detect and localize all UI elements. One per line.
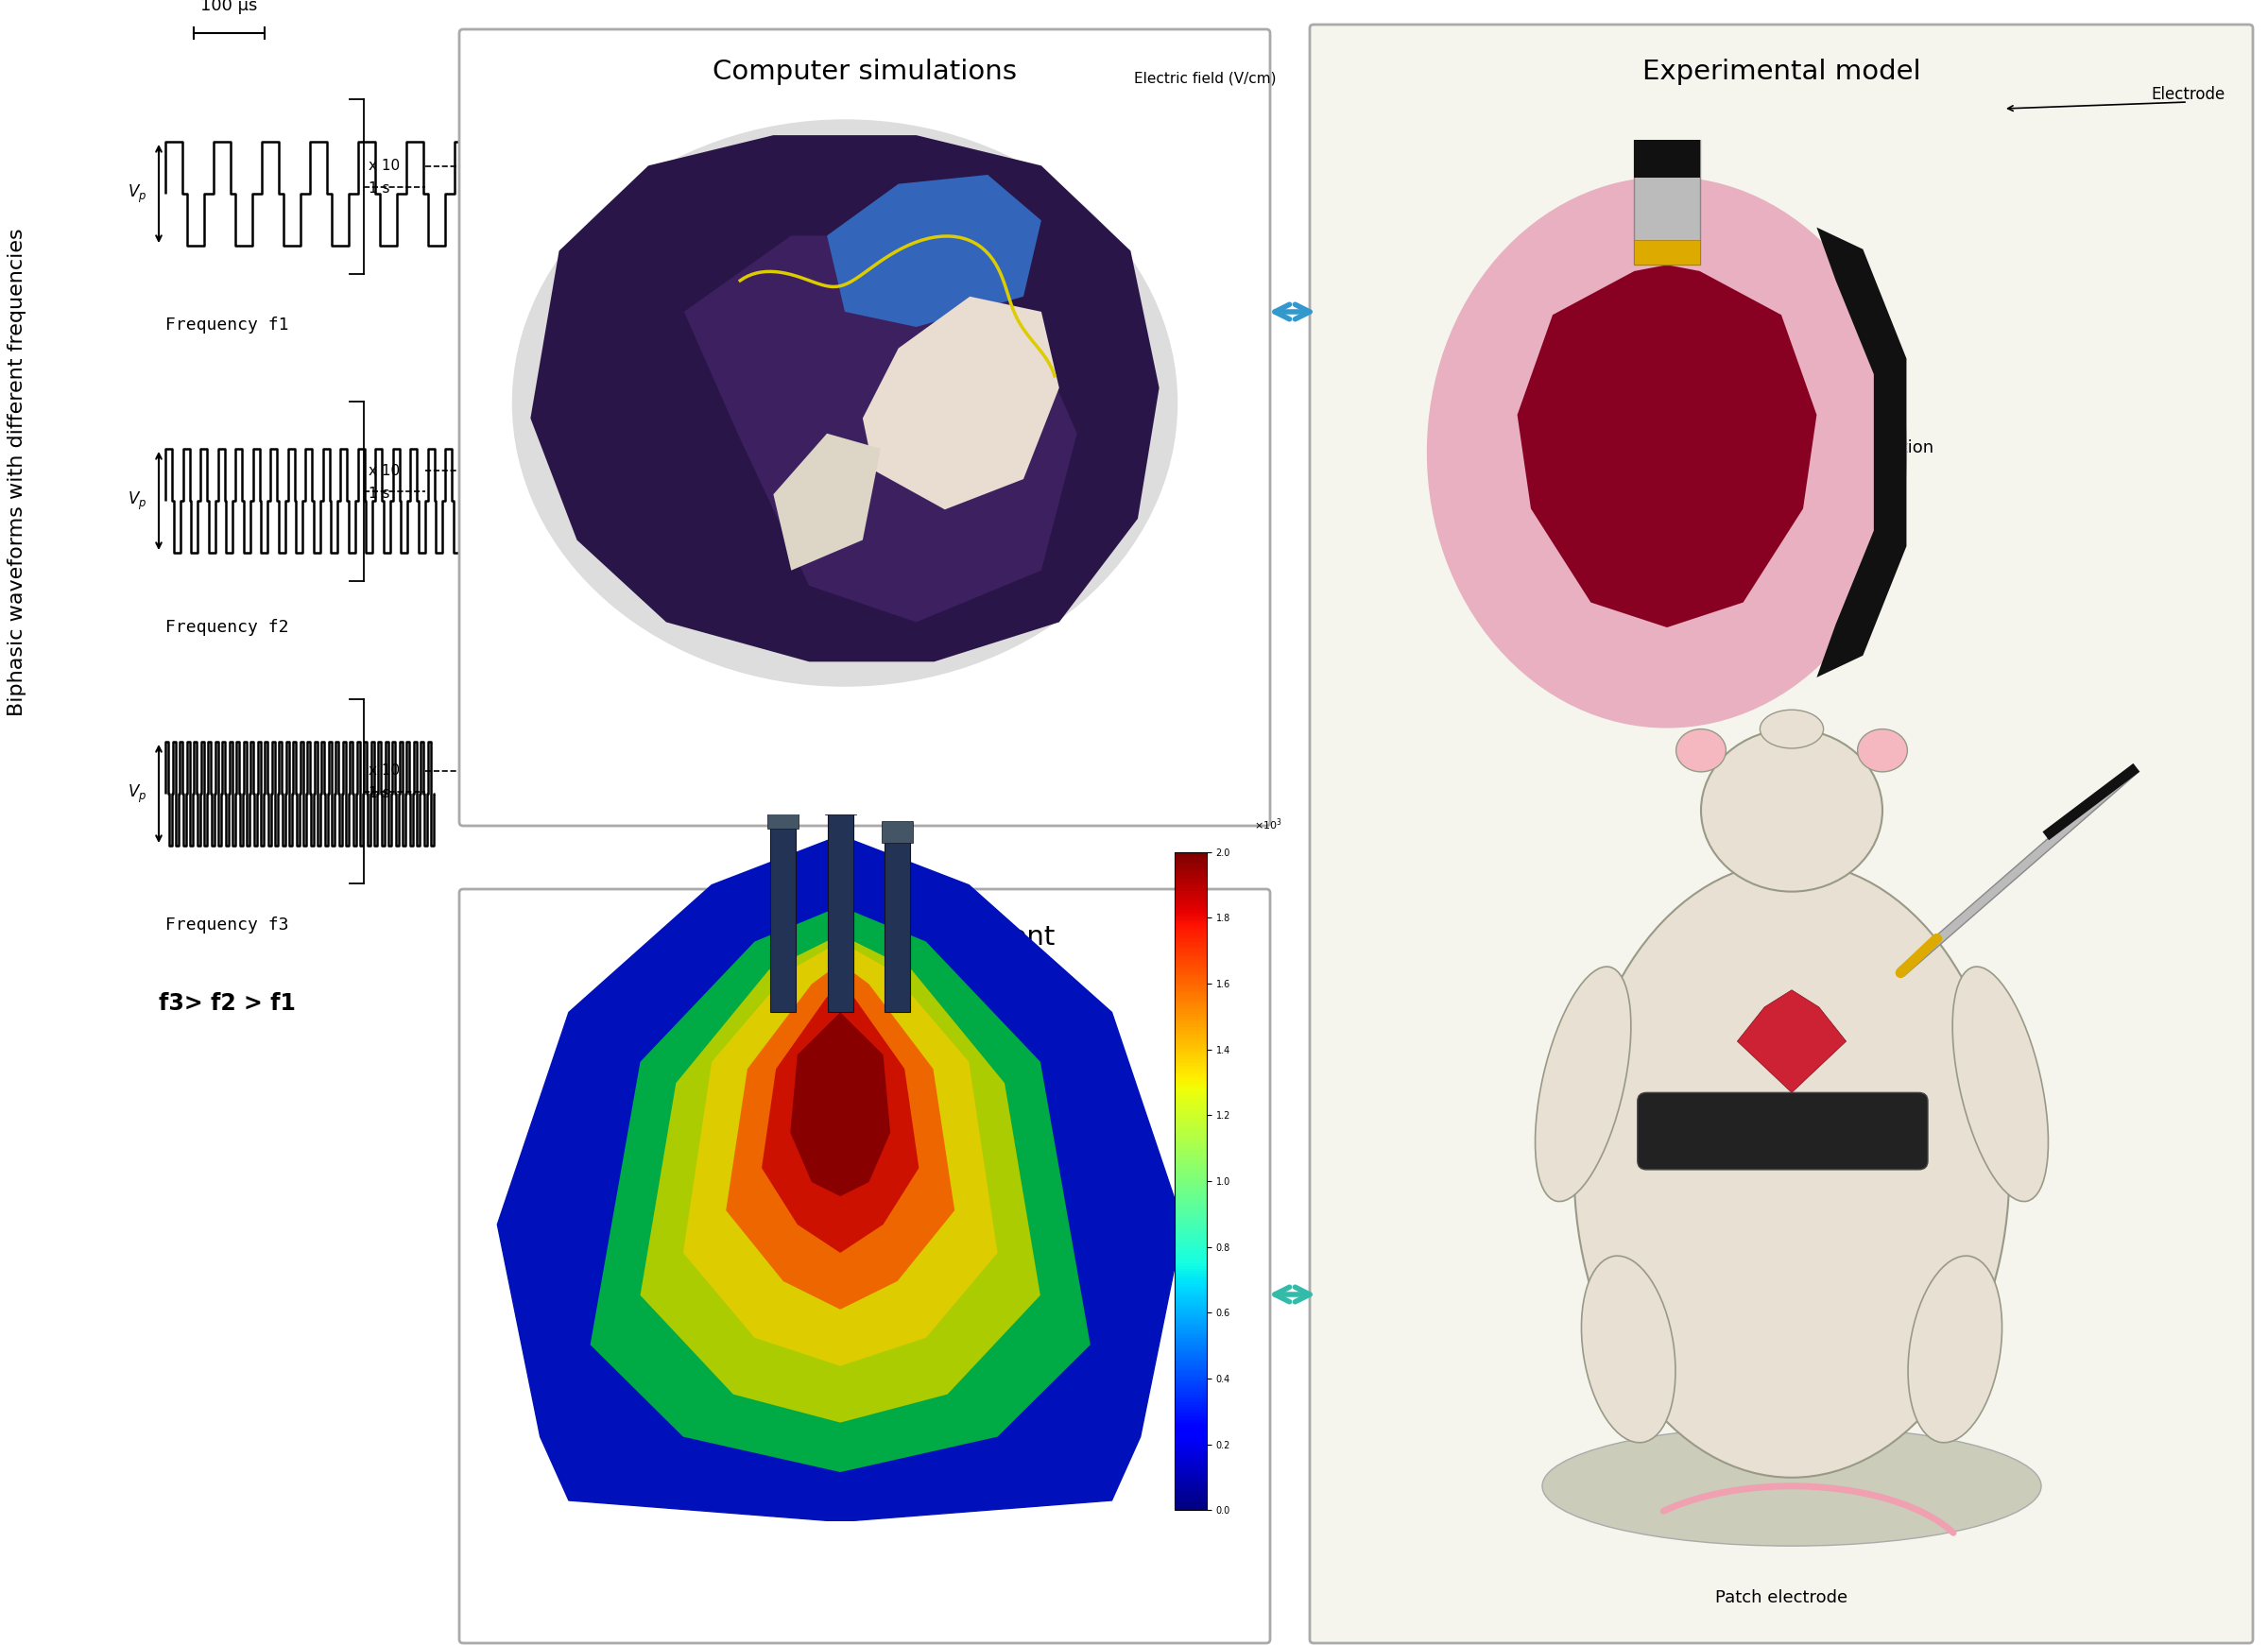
- Polygon shape: [590, 906, 1091, 1472]
- Text: Computer simulations: Computer simulations: [712, 59, 1016, 86]
- Text: $V_p$: $V_p$: [127, 183, 147, 204]
- Ellipse shape: [1857, 729, 1907, 772]
- Text: $V_p$: $V_p$: [127, 490, 147, 512]
- Bar: [885, 829, 909, 1012]
- Text: Electrode: Electrode: [2152, 86, 2225, 104]
- Text: 100 µs: 100 µs: [200, 0, 259, 15]
- Polygon shape: [497, 836, 1184, 1522]
- Polygon shape: [1737, 990, 1846, 1092]
- Ellipse shape: [1574, 862, 2009, 1477]
- Polygon shape: [762, 984, 919, 1253]
- Text: x 10: x 10: [367, 464, 399, 479]
- Text: Focal monopolar epicardial ablation: Focal monopolar epicardial ablation: [1628, 439, 1935, 456]
- Text: f3> f2 > f1: f3> f2 > f1: [159, 992, 295, 1015]
- Ellipse shape: [1907, 1255, 2003, 1443]
- Text: 1 s: 1 s: [367, 487, 390, 500]
- Circle shape: [1427, 178, 1907, 727]
- Bar: [1635, 122, 1699, 178]
- Bar: [826, 793, 855, 814]
- FancyBboxPatch shape: [1637, 1092, 1928, 1170]
- Polygon shape: [1817, 227, 1907, 678]
- Bar: [767, 808, 798, 829]
- Text: Biphasic waveforms with different frequencies: Biphasic waveforms with different freque…: [7, 229, 27, 717]
- Polygon shape: [789, 1012, 891, 1196]
- Text: $V_p$: $V_p$: [127, 783, 147, 804]
- Text: V=800 V: V=800 V: [553, 959, 617, 972]
- Polygon shape: [828, 174, 1041, 327]
- Text: Experimental model: Experimental model: [1642, 59, 1921, 86]
- Ellipse shape: [1760, 709, 1823, 748]
- Text: 1 s: 1 s: [367, 183, 390, 196]
- Polygon shape: [683, 941, 998, 1365]
- Text: Electric field (V/cm): Electric field (V/cm): [1134, 71, 1277, 86]
- Text: x 10: x 10: [367, 763, 399, 778]
- Circle shape: [513, 120, 1177, 686]
- Polygon shape: [726, 962, 955, 1309]
- Ellipse shape: [1542, 1426, 2041, 1546]
- Bar: [771, 814, 796, 1012]
- Polygon shape: [531, 135, 1159, 661]
- Ellipse shape: [1581, 1255, 1676, 1443]
- Polygon shape: [862, 296, 1059, 510]
- Text: x 10: x 10: [367, 160, 399, 173]
- Polygon shape: [1517, 265, 1817, 627]
- Polygon shape: [685, 235, 1077, 622]
- Text: Frequency f2: Frequency f2: [166, 619, 288, 637]
- Text: $\times10^3$: $\times10^3$: [1254, 816, 1281, 832]
- Polygon shape: [773, 433, 880, 571]
- FancyBboxPatch shape: [458, 30, 1270, 826]
- Ellipse shape: [1676, 729, 1726, 772]
- Text: 1 s: 1 s: [367, 786, 390, 801]
- Bar: [828, 799, 853, 1012]
- Polygon shape: [640, 934, 1041, 1423]
- Text: Frequency f1: Frequency f1: [166, 316, 288, 334]
- FancyBboxPatch shape: [458, 888, 1270, 1643]
- Ellipse shape: [1953, 967, 2048, 1201]
- Bar: [1635, 92, 1699, 265]
- Bar: [882, 821, 914, 842]
- Ellipse shape: [1535, 967, 1631, 1201]
- Text: Patch electrode: Patch electrode: [1715, 1589, 1848, 1606]
- Ellipse shape: [1701, 729, 1882, 892]
- Bar: [1635, 240, 1699, 265]
- Text: Chronic lesions assessment: Chronic lesions assessment: [674, 924, 1055, 951]
- Text: Frequency f3: Frequency f3: [166, 916, 288, 933]
- FancyBboxPatch shape: [1311, 25, 2252, 1643]
